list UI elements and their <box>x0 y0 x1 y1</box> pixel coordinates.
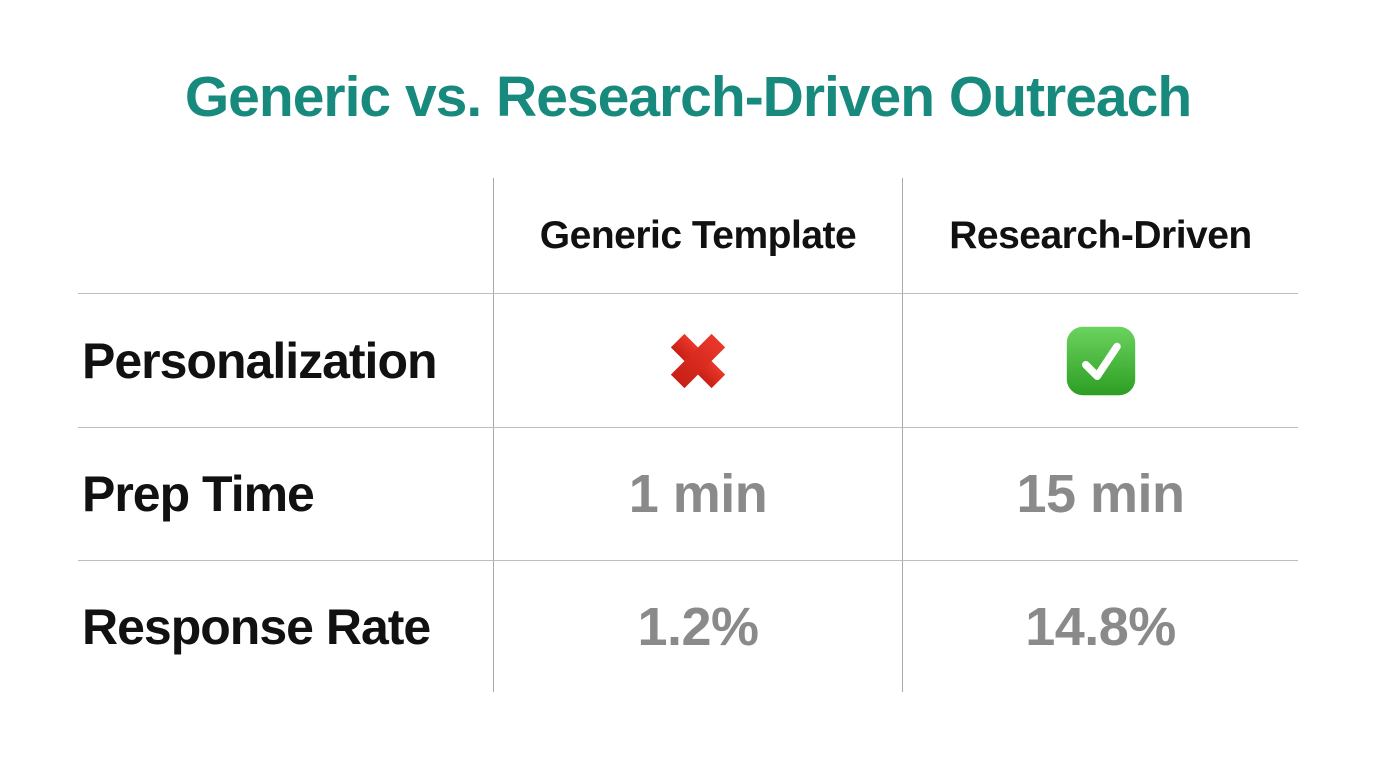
column-header-research-driven: Research-Driven <box>902 178 1298 293</box>
cell-personalization-research <box>902 293 1298 427</box>
comparison-table: Generic Template Research-Driven Persona… <box>78 178 1298 692</box>
page-title: Generic vs. Research-Driven Outreach <box>184 65 1192 129</box>
header-empty-cell <box>78 178 493 293</box>
row-label-response-rate: Response Rate <box>78 560 493 692</box>
cell-response-rate-generic: 1.2% <box>493 560 902 692</box>
column-header-generic-template: Generic Template <box>493 178 902 293</box>
cross-mark-icon <box>658 321 738 401</box>
cell-prep-time-research: 15 min <box>902 427 1298 560</box>
check-mark-icon <box>1063 323 1139 399</box>
row-label-prep-time: Prep Time <box>78 427 493 560</box>
cell-personalization-generic <box>493 293 902 427</box>
cell-prep-time-generic: 1 min <box>493 427 902 560</box>
row-label-personalization: Personalization <box>78 293 493 427</box>
cell-response-rate-research: 14.8% <box>902 560 1298 692</box>
